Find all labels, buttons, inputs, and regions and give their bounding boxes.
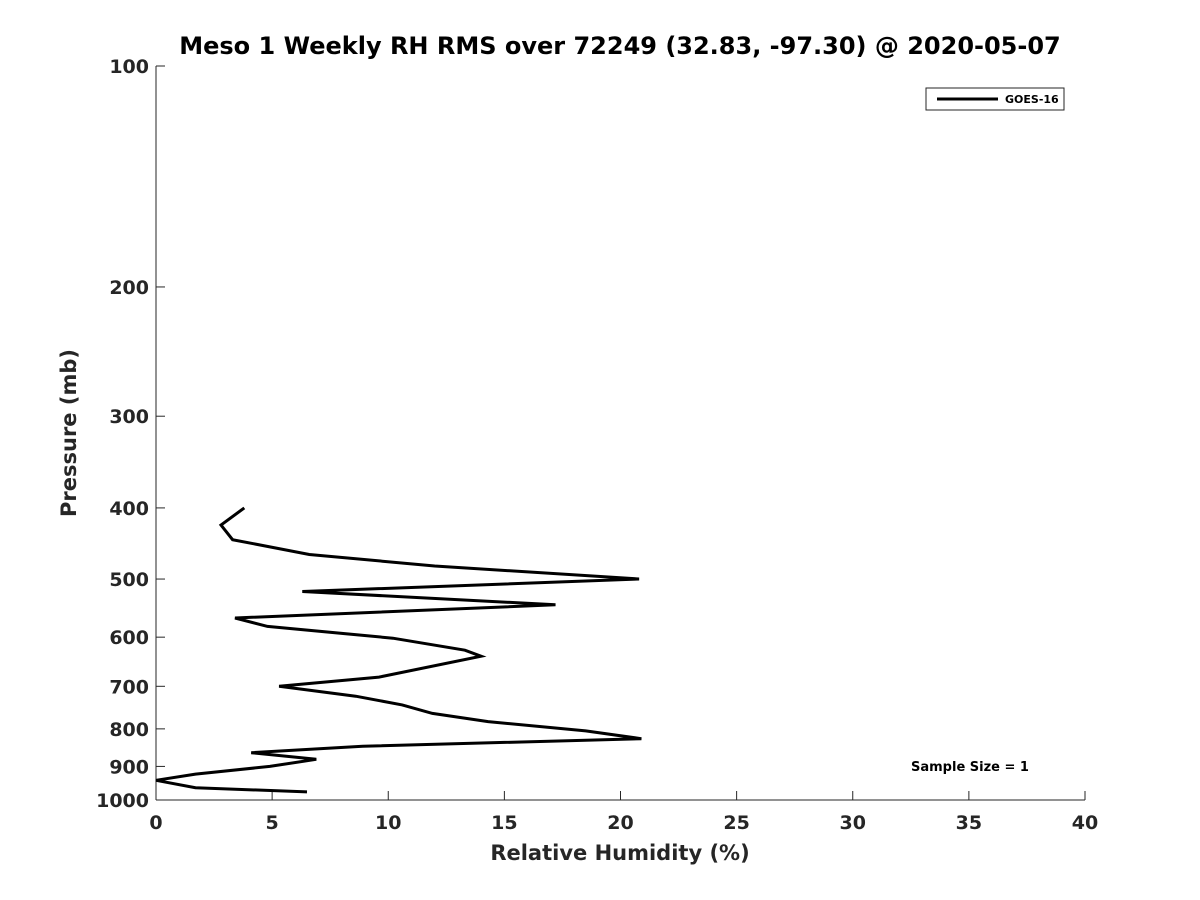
y-tick-label-900: 900 [109, 756, 149, 778]
y-tick-label-400: 400 [109, 498, 149, 520]
x-tick-label-25: 25 [723, 812, 749, 834]
sample-size-annotation: Sample Size = 1 [911, 760, 1029, 775]
chart-title: Meso 1 Weekly RH RMS over 72249 (32.83, … [179, 32, 1061, 60]
x-tick-label-15: 15 [491, 812, 517, 834]
y-tick-label-100: 100 [109, 56, 149, 78]
x-tick-label-0: 0 [149, 812, 162, 834]
y-tick-label-700: 700 [109, 676, 149, 698]
x-axis-label: Relative Humidity (%) [490, 841, 749, 865]
legend-entry-goes-16: GOES-16 [1005, 93, 1059, 106]
y-tick-label-500: 500 [109, 569, 149, 591]
x-tick-label-30: 30 [840, 812, 866, 834]
legend: GOES-16 [925, 87, 1065, 111]
x-tick-label-20: 20 [607, 812, 633, 834]
x-tick-label-35: 35 [956, 812, 982, 834]
x-tick-label-10: 10 [375, 812, 401, 834]
x-tick-label-40: 40 [1072, 812, 1098, 834]
y-tick-label-600: 600 [109, 627, 149, 649]
series-layer [155, 506, 642, 794]
series-line-goes-16 [155, 506, 642, 794]
y-tick-label-300: 300 [109, 406, 149, 428]
x-tick-label-5: 5 [266, 812, 279, 834]
y-axis-label: Pressure (mb) [57, 349, 81, 517]
y-tick-label-1000: 1000 [96, 790, 149, 812]
y-tick-label-200: 200 [109, 277, 149, 299]
y-ticks: 100 200 300 400 500 600 700 800 900 1000 [96, 56, 165, 812]
y-tick-label-800: 800 [109, 719, 149, 741]
x-ticks: 0 5 10 15 20 25 30 35 40 [149, 791, 1098, 834]
